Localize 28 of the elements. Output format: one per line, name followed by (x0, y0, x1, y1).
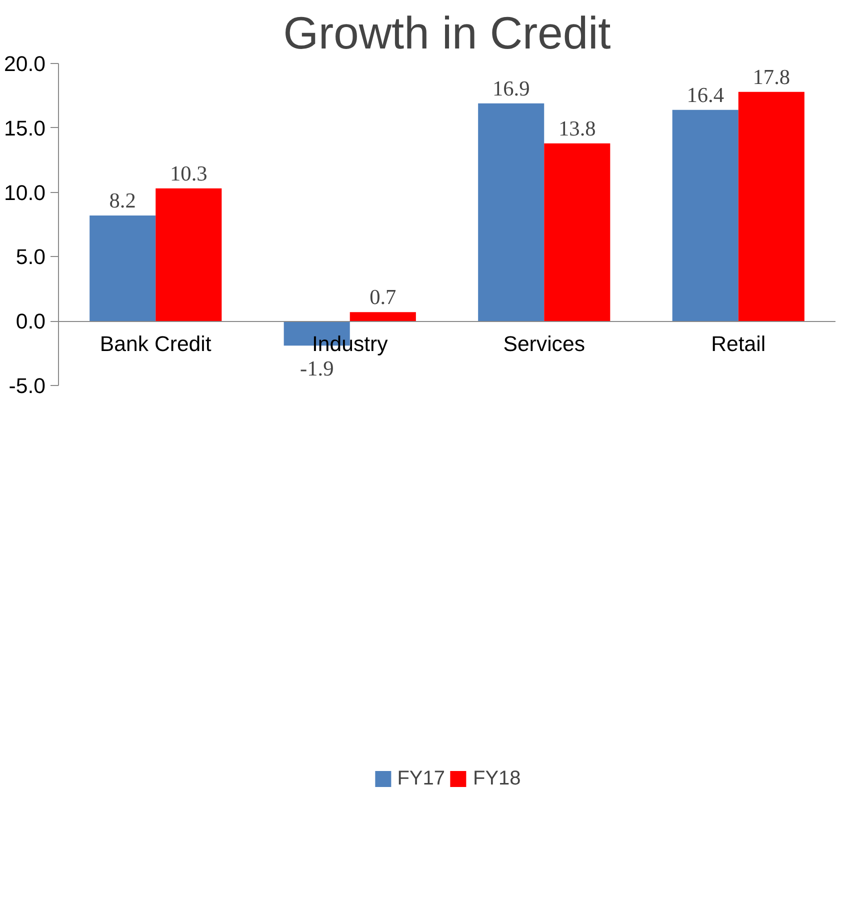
data-label: 0.7 (370, 285, 397, 310)
data-label: 17.8 (752, 64, 790, 89)
bar (738, 92, 804, 322)
chart-title: Growth in Credit (283, 8, 612, 58)
data-label: 10.3 (170, 161, 208, 186)
y-tick-label: 5.0 (16, 245, 46, 270)
bar (544, 143, 610, 322)
bar (90, 215, 156, 322)
legend-label: FY17 (397, 767, 445, 790)
x-tick-label: Services (503, 332, 586, 356)
bar (478, 103, 544, 322)
bar (350, 312, 416, 322)
y-tick-label: 20.0 (4, 52, 46, 76)
legend-label: FY18 (473, 767, 521, 790)
y-tick-label: 15.0 (4, 116, 46, 140)
y-tick-label: 10.0 (4, 180, 46, 205)
data-label: 16.9 (492, 76, 530, 100)
bar (672, 110, 738, 322)
y-tick-label: 0.0 (16, 310, 46, 334)
y-tick-label: -5.0 (8, 374, 46, 398)
x-tick-label: Industry (312, 332, 388, 356)
data-label: 16.4 (686, 82, 724, 107)
x-tick-label: Bank Credit (100, 332, 212, 356)
data-label: 13.8 (558, 116, 596, 140)
data-label: -1.9 (300, 356, 334, 381)
bar (156, 188, 222, 322)
x-tick-label: Retail (711, 332, 766, 356)
data-label: 8.2 (109, 188, 136, 212)
